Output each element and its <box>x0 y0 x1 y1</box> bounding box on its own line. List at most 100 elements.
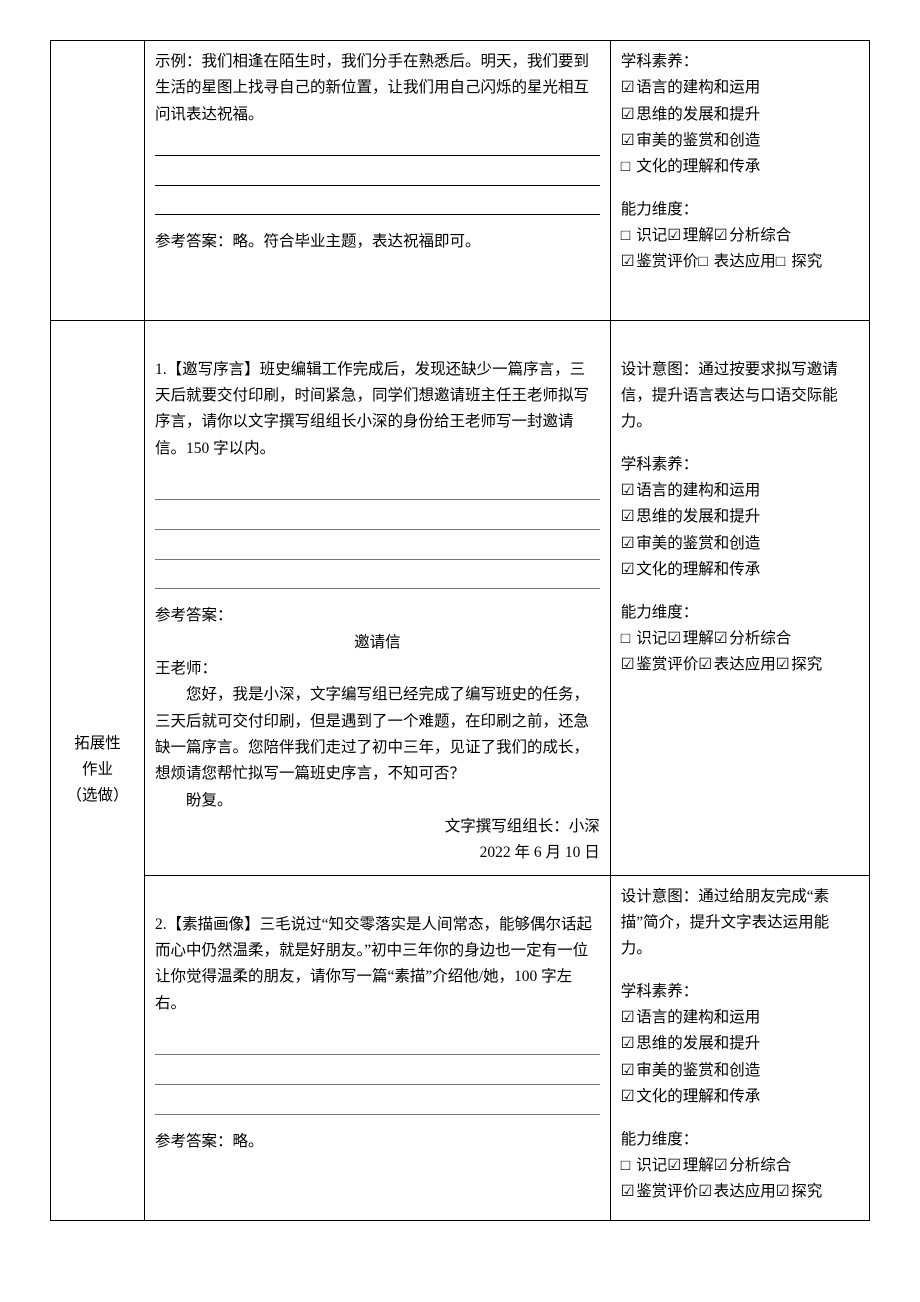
spacer <box>155 462 600 472</box>
spacer <box>621 329 859 357</box>
ability-line: ☑鉴赏评价□表达应用□探究 <box>621 249 859 275</box>
checkbox-icon: ☑ <box>776 652 792 678</box>
answer-text: 参考答案：略。 <box>155 1129 600 1155</box>
ability-line: □识记☑理解☑分析综合 <box>621 626 859 652</box>
blank-line <box>155 474 600 500</box>
spacer <box>155 284 600 312</box>
suyang-item: ☑思维的发展和提升 <box>621 1031 859 1057</box>
ability-text: 探究 <box>791 656 822 673</box>
checkbox-icon: ☑ <box>667 1153 683 1179</box>
spacer <box>621 442 859 452</box>
ability-block: 能力维度： □识记☑理解☑分析综合 ☑鉴赏评价□表达应用□探究 <box>621 197 859 276</box>
suyang-item: ☑语言的建构和运用 <box>621 1005 859 1031</box>
ability-text: 识记 <box>636 630 667 647</box>
ability-text: 鉴赏评价 <box>636 253 698 270</box>
suyang-item: ☑思维的发展和提升 <box>621 102 859 128</box>
row1-meta-cell: 学科素养： ☑语言的建构和运用 ☑思维的发展和提升 ☑审美的鉴赏和创造 □文化的… <box>610 41 869 321</box>
checkbox-icon: ☑ <box>714 626 730 652</box>
blank-line <box>155 160 600 186</box>
spacer <box>155 1119 600 1129</box>
checkbox-icon: ☑ <box>621 1058 637 1084</box>
suyang-text: 文化的理解和传承 <box>636 561 760 578</box>
checkbox-icon: ☑ <box>621 557 637 583</box>
suyang-item: ☑思维的发展和提升 <box>621 504 859 530</box>
checkbox-icon: ☑ <box>667 626 683 652</box>
ability-text: 识记 <box>636 227 667 244</box>
row1-label-cell <box>51 41 145 321</box>
suyang-text: 审美的鉴赏和创造 <box>636 535 760 552</box>
intent-block: 设计意图：通过按要求拟写邀请信，提升语言表达与口语交际能力。 <box>621 357 859 436</box>
suyang-text: 审美的鉴赏和创造 <box>636 132 760 149</box>
blank-line <box>155 190 600 216</box>
ability-text: 表达应用 <box>714 253 776 270</box>
row2b-meta-cell: 设计意图：通过给朋友完成“素描”简介，提升文字表达运用能力。 学科素养： ☑语言… <box>610 875 869 1220</box>
blank-line <box>155 534 600 560</box>
suyang-text: 思维的发展和提升 <box>636 1035 760 1052</box>
suyang-block: 学科素养： ☑语言的建构和运用 ☑思维的发展和提升 ☑审美的鉴赏和创造 □文化的… <box>621 49 859 181</box>
suyang-title: 学科素养： <box>621 979 859 1005</box>
intent-block: 设计意图：通过给朋友完成“素描”简介，提升文字表达运用能力。 <box>621 884 859 963</box>
suyang-title: 学科素养： <box>621 49 859 75</box>
ability-block: 能力维度： □识记☑理解☑分析综合 ☑鉴赏评价☑表达应用☑探究 <box>621 1127 859 1206</box>
ability-text: 鉴赏评价 <box>636 656 698 673</box>
ability-text: 分析综合 <box>729 227 791 244</box>
spacer <box>155 1017 600 1027</box>
ability-text: 理解 <box>683 227 714 244</box>
letter-title: 邀请信 <box>155 630 600 656</box>
spacer <box>621 1117 859 1127</box>
answer-label: 参考答案： <box>155 603 600 629</box>
ability-text: 理解 <box>683 1157 714 1174</box>
intent-title: 设计意图： <box>621 888 699 905</box>
suyang-item: ☑审美的鉴赏和创造 <box>621 128 859 154</box>
checkbox-icon: ☑ <box>621 1084 637 1110</box>
suyang-text: 文化的理解和传承 <box>636 1088 760 1105</box>
answer-text: 参考答案：略。符合毕业主题，表达祝福即可。 <box>155 229 600 255</box>
spacer <box>621 590 859 600</box>
table-row: 示例：我们相逢在陌生时，我们分手在熟悉后。明天，我们要到生活的星图上找寻自己的新… <box>51 41 870 321</box>
row1-content-cell: 示例：我们相逢在陌生时，我们分手在熟悉后。明天，我们要到生活的星图上找寻自己的新… <box>144 41 610 321</box>
checkbox-icon: □ <box>621 154 637 180</box>
suyang-item: ☑语言的建构和运用 <box>621 478 859 504</box>
suyang-item: ☑审美的鉴赏和创造 <box>621 531 859 557</box>
ability-text: 鉴赏评价 <box>636 1183 698 1200</box>
ability-text: 探究 <box>791 1183 822 1200</box>
checkbox-icon: ☑ <box>621 652 637 678</box>
checkbox-icon: ☑ <box>714 223 730 249</box>
ability-title: 能力维度： <box>621 1127 859 1153</box>
checkbox-icon: ☑ <box>621 1179 637 1205</box>
letter-sign: 文字撰写组组长：小深 <box>155 814 600 840</box>
ability-line: ☑鉴赏评价☑表达应用☑探究 <box>621 1179 859 1205</box>
ability-line: □识记☑理解☑分析综合 <box>621 223 859 249</box>
suyang-block: 学科素养： ☑语言的建构和运用 ☑思维的发展和提升 ☑审美的鉴赏和创造 ☑文化的… <box>621 452 859 584</box>
checkbox-icon: □ <box>621 223 637 249</box>
row2a-meta-cell: 设计意图：通过按要求拟写邀请信，提升语言表达与口语交际能力。 学科素养： ☑语言… <box>610 320 869 875</box>
checkbox-icon: □ <box>621 1153 637 1179</box>
ability-text: 理解 <box>683 630 714 647</box>
checkbox-icon: ☑ <box>621 504 637 530</box>
suyang-item: ☑审美的鉴赏和创造 <box>621 1058 859 1084</box>
checkbox-icon: ☑ <box>621 1031 637 1057</box>
checkbox-icon: □ <box>621 626 637 652</box>
suyang-text: 语言的建构和运用 <box>636 482 760 499</box>
suyang-text: 审美的鉴赏和创造 <box>636 1062 760 1079</box>
prompt-text: 2.【素描画像】三毛说过“知交零落实是人间常态，能够偶尔话起而心中仍然温柔，就是… <box>155 912 600 1017</box>
ability-text: 识记 <box>636 1157 667 1174</box>
letter-salutation: 王老师： <box>155 656 600 682</box>
suyang-item: ☑文化的理解和传承 <box>621 557 859 583</box>
intent-title: 设计意图： <box>621 361 699 378</box>
row2b-content-cell: 2.【素描画像】三毛说过“知交零落实是人间常态，能够偶尔话起而心中仍然温柔，就是… <box>144 875 610 1220</box>
letter-date: 2022 年 6 月 10 日 <box>155 840 600 866</box>
row2-label-cell: 拓展性 作业 （选做） <box>51 320 145 1220</box>
letter-closing: 盼复。 <box>155 788 600 814</box>
suyang-text: 语言的建构和运用 <box>636 79 760 96</box>
ability-title: 能力维度： <box>621 600 859 626</box>
spacer <box>155 329 600 357</box>
checkbox-icon: ☑ <box>714 1153 730 1179</box>
suyang-text: 文化的理解和传承 <box>636 158 760 175</box>
ability-text: 分析综合 <box>729 630 791 647</box>
row2-label: 拓展性 作业 （选做） <box>61 731 134 810</box>
suyang-item: ☑文化的理解和传承 <box>621 1084 859 1110</box>
suyang-text: 语言的建构和运用 <box>636 1009 760 1026</box>
spacer <box>621 187 859 197</box>
checkbox-icon: ☑ <box>621 75 637 101</box>
